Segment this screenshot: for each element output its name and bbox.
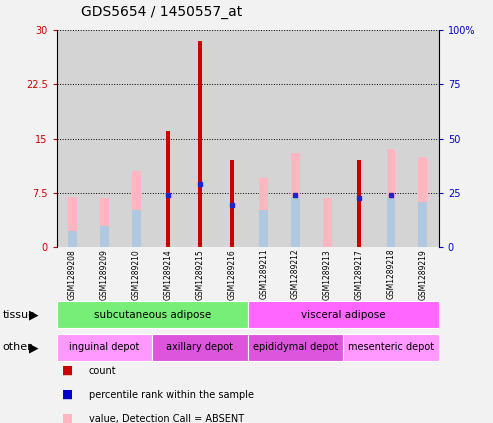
Bar (259, 179, 268, 247)
Text: ▶: ▶ (29, 341, 38, 354)
Bar (100, 198, 109, 247)
Bar (68, 197, 77, 247)
Bar (152, 30, 184, 247)
Bar (247, 301, 439, 328)
Bar (57, 301, 247, 328)
Bar (419, 157, 427, 247)
Bar (259, 210, 268, 247)
Text: visceral adipose: visceral adipose (301, 310, 386, 319)
Bar (68, 231, 77, 247)
Text: axillary depot: axillary depot (167, 343, 234, 352)
Bar (57, 30, 89, 247)
Bar (343, 30, 375, 247)
Bar (407, 30, 439, 247)
Bar (230, 160, 234, 247)
Text: ■: ■ (62, 364, 73, 377)
Bar (152, 334, 247, 361)
Bar (280, 30, 312, 247)
Text: percentile rank within the sample: percentile rank within the sample (89, 390, 254, 400)
Bar (312, 30, 343, 247)
Text: ▶: ▶ (29, 308, 38, 321)
Text: GDS5654 / 1450557_at: GDS5654 / 1450557_at (81, 5, 243, 19)
Text: epididymal depot: epididymal depot (253, 343, 338, 352)
Bar (419, 203, 427, 247)
Bar (343, 334, 439, 361)
Bar (387, 149, 395, 247)
Bar (216, 30, 247, 247)
Text: mesenteric depot: mesenteric depot (348, 343, 434, 352)
Bar (132, 210, 141, 247)
Bar (132, 171, 141, 247)
Bar (387, 198, 395, 247)
Bar (291, 153, 300, 247)
Text: subcutaneous adipose: subcutaneous adipose (94, 310, 211, 319)
Text: other: other (2, 343, 32, 352)
Text: ■: ■ (62, 412, 73, 423)
Bar (247, 334, 343, 361)
Bar (323, 198, 332, 247)
Bar (89, 30, 120, 247)
Bar (57, 334, 152, 361)
Text: tissue: tissue (2, 310, 35, 319)
Bar (375, 30, 407, 247)
Bar (166, 131, 170, 247)
Bar (198, 41, 202, 247)
Text: count: count (89, 365, 116, 376)
Bar (120, 30, 152, 247)
Bar (100, 226, 109, 247)
Bar (291, 197, 300, 247)
Bar (184, 30, 216, 247)
Text: value, Detection Call = ABSENT: value, Detection Call = ABSENT (89, 414, 244, 423)
Text: inguinal depot: inguinal depot (70, 343, 140, 352)
Bar (247, 30, 280, 247)
Bar (357, 160, 361, 247)
Text: ■: ■ (62, 388, 73, 401)
